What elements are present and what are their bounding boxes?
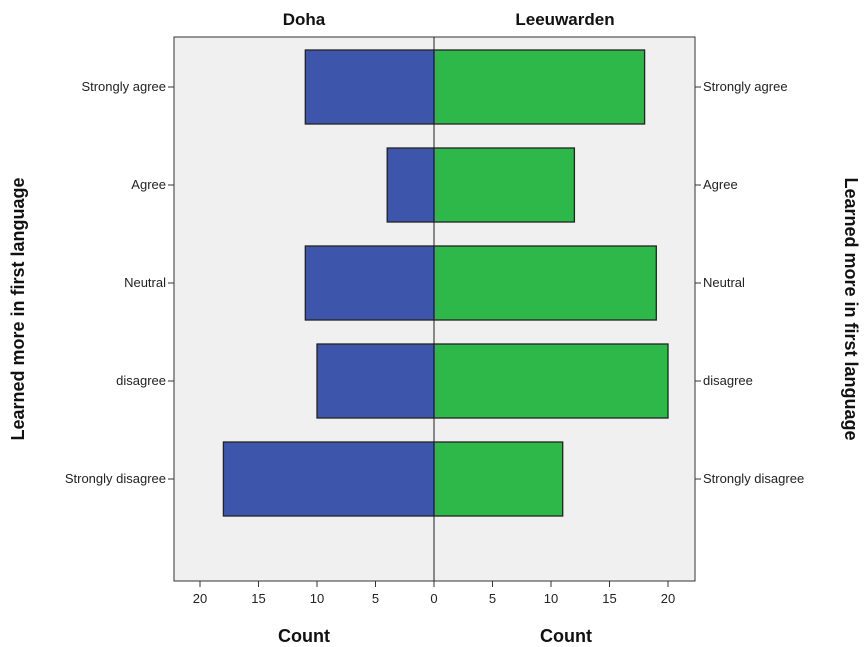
category-label-left-1: Agree xyxy=(131,177,166,192)
category-label-left-4: Strongly disagree xyxy=(65,471,166,486)
x-tick-label-left-5: 5 xyxy=(372,591,379,606)
bar-left-4 xyxy=(222,441,435,517)
x-axis-title-left: Count xyxy=(278,626,330,646)
x-tick-label-left-20: 20 xyxy=(193,591,207,606)
y-axis-title-left: Learned more in first language xyxy=(8,177,28,440)
x-axis-title-right: Count xyxy=(540,626,592,646)
bar-right-0 xyxy=(433,49,646,125)
x-tick-label-left-0: 0 xyxy=(430,591,437,606)
category-label-right-0: Strongly agree xyxy=(703,79,788,94)
bar-left-1 xyxy=(386,147,435,223)
bar-right-1 xyxy=(433,147,576,223)
bar-right-2 xyxy=(433,245,657,321)
panel-title-right: Leeuwarden xyxy=(515,10,614,29)
x-tick-label-right-10: 10 xyxy=(544,591,558,606)
category-label-left-3: disagree xyxy=(116,373,166,388)
category-label-right-3: disagree xyxy=(703,373,753,388)
bar-left-2 xyxy=(304,245,435,321)
x-tick-label-left-15: 15 xyxy=(251,591,265,606)
bar-right-4 xyxy=(433,441,564,517)
bar-left-0 xyxy=(304,49,435,125)
category-label-right-2: Neutral xyxy=(703,275,745,290)
x-tick-label-right-20: 20 xyxy=(661,591,675,606)
panel-title-left: Doha xyxy=(283,10,326,29)
y-axis-title-right: Learned more in first language xyxy=(841,177,861,440)
x-tick-label-left-10: 10 xyxy=(310,591,324,606)
x-tick-label-right-5: 5 xyxy=(489,591,496,606)
category-label-right-1: Agree xyxy=(703,177,738,192)
category-label-right-4: Strongly disagree xyxy=(703,471,804,486)
bar-right-3 xyxy=(433,343,669,419)
category-label-left-0: Strongly agree xyxy=(81,79,166,94)
bar-left-3 xyxy=(316,343,435,419)
x-tick-label-right-15: 15 xyxy=(602,591,616,606)
category-label-left-2: Neutral xyxy=(124,275,166,290)
